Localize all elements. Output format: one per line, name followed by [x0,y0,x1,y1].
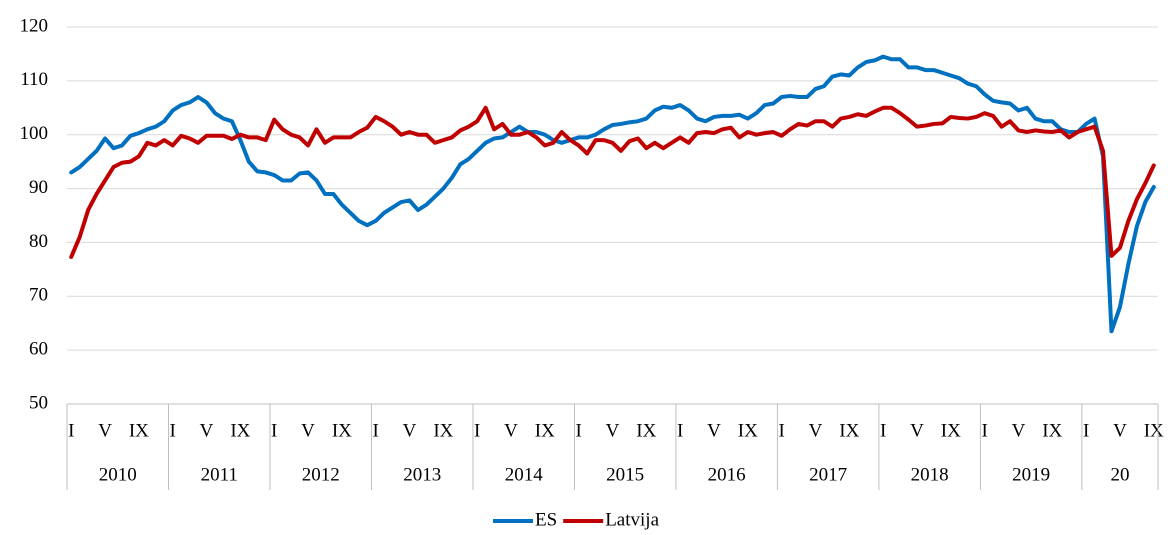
y-tick-label: 80 [29,231,48,252]
x-tick-label: V [1113,420,1127,441]
x-tick-label: IX [1042,420,1062,441]
x-tick-label: V [809,420,823,441]
y-tick-label: 100 [20,123,49,144]
y-tick-label: 70 [29,285,48,306]
x-tick-label: V [98,420,112,441]
y-tick-label: 110 [20,69,48,90]
year-label: 2013 [403,464,441,485]
x-tick-label: IX [636,420,656,441]
x-tick-label: I [576,420,582,441]
x-tick-label: IX [839,420,859,441]
x-tick-label: IX [1144,420,1164,441]
year-label: 2019 [1012,464,1050,485]
year-label: 2018 [911,464,949,485]
x-tick-label: I [474,420,480,441]
x-tick-label: V [301,420,315,441]
x-tick-label: V [200,420,214,441]
x-tick-label: V [606,420,620,441]
series-line [69,54,1156,334]
x-tick-label: V [504,420,518,441]
x-tick-label: I [778,420,784,441]
year-label: 2017 [809,464,847,485]
year-label: 2011 [201,464,238,485]
x-tick-label: I [373,420,379,441]
y-tick-label: 50 [29,392,48,413]
x-tick-label: I [981,420,987,441]
legend-label: Latvija [605,509,659,530]
y-tick-label: 120 [20,15,49,36]
x-tick-label: I [170,420,176,441]
x-tick-label: IX [129,420,149,441]
year-label: 2014 [505,464,544,485]
x-tick-label: IX [535,420,555,441]
x-tick-label: I [68,420,74,441]
x-tick-label: IX [433,420,453,441]
legend-label: ES [535,509,557,530]
x-tick-label: V [403,420,417,441]
x-tick-label: IX [738,420,758,441]
year-label: 20 [1110,464,1129,485]
x-tick-label: IX [230,420,250,441]
x-tick-label: V [910,420,924,441]
x-tick-label: IX [941,420,961,441]
x-tick-label: I [1083,420,1089,441]
series-line [69,105,1156,259]
year-label: 2010 [99,464,137,485]
x-tick-label: I [677,420,683,441]
year-label: 2012 [302,464,340,485]
x-tick-label: IX [332,420,352,441]
x-tick-label: I [271,420,277,441]
x-tick-label: V [707,420,721,441]
x-tick-label: V [1012,420,1026,441]
y-tick-label: 90 [29,177,48,198]
x-tick-label: I [880,420,886,441]
year-label: 2016 [708,464,746,485]
year-label: 2015 [606,464,644,485]
y-tick-label: 60 [29,339,48,360]
